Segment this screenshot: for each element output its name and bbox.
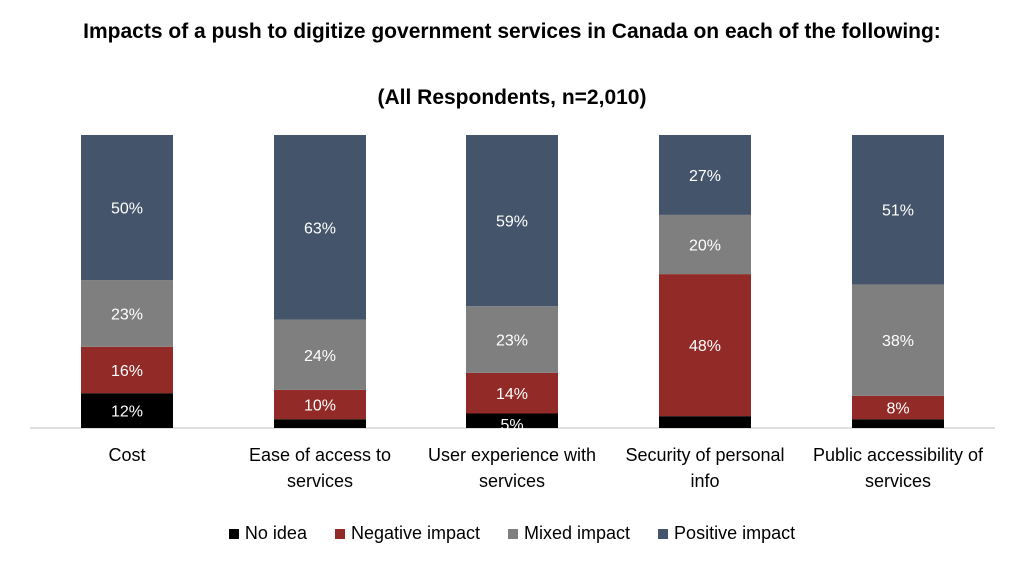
category-label: services — [287, 471, 353, 491]
legend-item: Mixed impact — [508, 523, 630, 544]
data-label: 8% — [886, 400, 909, 417]
legend-label: Negative impact — [350, 523, 481, 543]
data-label: 50% — [111, 201, 143, 218]
bar-segment — [274, 389, 366, 420]
category-label: Public accessibility of — [813, 445, 984, 465]
bar-segment — [659, 416, 751, 428]
data-label: 51% — [882, 203, 914, 220]
legend-swatch — [228, 528, 239, 539]
data-label: 24% — [304, 348, 336, 365]
data-label: 20% — [689, 238, 721, 255]
bar-segment — [274, 135, 366, 320]
bar-segment — [466, 372, 558, 414]
bar-segment — [852, 135, 944, 285]
bar-segment — [81, 393, 173, 428]
legend-item: Negative impact — [334, 523, 481, 544]
bar-segment — [466, 413, 558, 428]
category-label: services — [865, 471, 931, 491]
data-label: 5% — [500, 417, 523, 434]
bar-segment — [274, 419, 366, 428]
data-label: 14% — [496, 386, 528, 403]
legend-label: Mixed impact — [524, 523, 631, 543]
bar-segment — [466, 135, 558, 307]
legend-label: No idea — [244, 523, 307, 543]
bar-segment — [852, 284, 944, 396]
bar-segment — [81, 135, 173, 281]
category-label: User experience with — [428, 445, 596, 465]
legend-item: No idea — [228, 523, 307, 544]
category-label: info — [690, 471, 719, 491]
bar-segment — [274, 319, 366, 390]
data-label: 16% — [111, 363, 143, 380]
bar-segment — [81, 346, 173, 394]
category-label: services — [479, 471, 545, 491]
data-label: 23% — [111, 306, 143, 323]
legend-swatch — [508, 528, 519, 539]
bar-segment — [81, 280, 173, 347]
data-label: 59% — [496, 214, 528, 231]
legend: No idea Negative impact Mixed impact Positi… — [0, 523, 1024, 544]
data-label: 10% — [304, 398, 336, 415]
legend-item: Positive impact — [658, 523, 795, 544]
chart-subtitle: (All Respondents, n=2,010) — [377, 86, 647, 109]
data-label: 38% — [882, 333, 914, 350]
category-label: Ease of access to — [249, 445, 391, 465]
data-label: 63% — [304, 220, 336, 237]
data-label: 12% — [111, 404, 143, 421]
legend-label: Positive impact — [674, 523, 796, 543]
data-label: 23% — [496, 333, 528, 350]
bar-segment — [466, 306, 558, 373]
bar-segment — [852, 419, 944, 428]
legend-swatch — [658, 528, 669, 539]
data-label: 48% — [689, 338, 721, 355]
bar-segment — [852, 395, 944, 420]
category-label: Cost — [108, 445, 145, 465]
bar-segment — [659, 135, 751, 215]
data-label: 27% — [689, 168, 721, 185]
chart-title: Impacts of a push to digitize government… — [83, 20, 941, 43]
bar-segment — [659, 274, 751, 417]
bar-segment — [659, 214, 751, 275]
legend-swatch — [334, 528, 345, 539]
category-label: Security of personal — [625, 445, 784, 465]
